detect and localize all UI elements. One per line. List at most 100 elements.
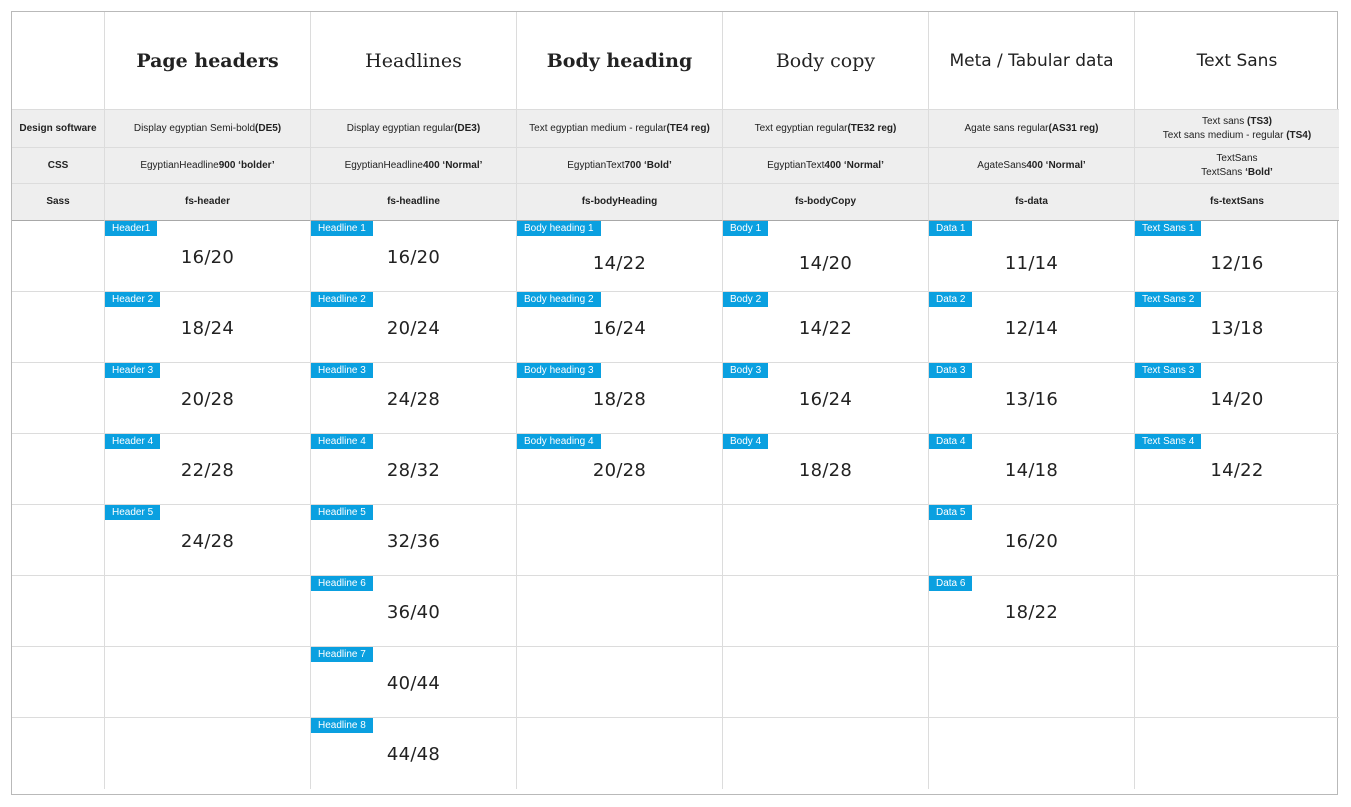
row-label-css: CSS	[12, 148, 105, 184]
size-value: 18/28	[592, 389, 647, 410]
size-cell-headline: Headline 6 36/40	[311, 576, 517, 647]
column-title-headlines: Headlines	[311, 12, 517, 110]
css-cell: EgyptianHeadline 400 ‘Normal’	[311, 148, 517, 184]
design-software-cell: Display egyptian Semi-bold (DE5)	[105, 110, 311, 148]
size-badge: Headline 5	[311, 505, 373, 520]
css-cell: EgyptianHeadline 900 ‘bolder’	[105, 148, 311, 184]
size-badge: Body 2	[723, 292, 769, 307]
size-value: 40/44	[386, 673, 441, 694]
size-cell-bodyCopy	[723, 647, 929, 718]
size-cell-headline: Headline 8 44/48	[311, 718, 517, 789]
size-cell-bodyHeading: Body heading 4 20/28	[517, 434, 723, 505]
size-cell-bodyCopy: Body 1 14/20	[723, 221, 929, 292]
size-cell-bodyCopy	[723, 718, 929, 789]
size-badge: Body 3	[723, 363, 769, 378]
size-value: 20/28	[592, 460, 647, 481]
sass-cell: fs-textSans	[1135, 184, 1339, 221]
size-badge: Headline 3	[311, 363, 373, 378]
size-badge: Header1	[105, 221, 158, 236]
size-cell-data: Data 5 16/20	[929, 505, 1135, 576]
css-cell: EgyptianText 400 ‘Normal’	[723, 148, 929, 184]
size-cell-bodyCopy: Body 4 18/28	[723, 434, 929, 505]
size-badge: Headline 7	[311, 647, 373, 662]
design-software-cell: Text egyptian medium - regular (TE4 reg)	[517, 110, 723, 148]
size-cell-textSans	[1135, 505, 1339, 576]
size-cell-textSans	[1135, 718, 1339, 789]
design-software-cell: Text sans (TS3) Text sans medium - regula…	[1135, 110, 1339, 148]
row-empty-label	[12, 363, 105, 434]
size-badge: Data 2	[929, 292, 973, 307]
size-cell-data: Data 1 11/14	[929, 221, 1135, 292]
size-cell-textSans: Text Sans 2 13/18	[1135, 292, 1339, 363]
size-cell-data: Data 4 14/18	[929, 434, 1135, 505]
row-label-design-software: Design software	[12, 110, 105, 148]
size-value: 13/18	[1210, 318, 1264, 339]
size-badge: Header 3	[105, 363, 161, 378]
size-value: 14/18	[1004, 460, 1059, 481]
size-badge: Body heading 2	[517, 292, 601, 307]
size-cell-header: Header1 16/20	[105, 221, 311, 292]
size-value: 16/20	[386, 247, 441, 268]
size-badge: Header 2	[105, 292, 161, 307]
size-cell-bodyHeading	[517, 576, 723, 647]
row-empty-label	[12, 292, 105, 363]
size-badge: Text Sans 3	[1135, 363, 1202, 378]
size-badge: Body 1	[723, 221, 769, 236]
size-value: 18/24	[180, 318, 235, 339]
row-empty-label	[12, 505, 105, 576]
size-cell-bodyHeading	[517, 647, 723, 718]
css-cell: AgateSans 400 ‘Normal’	[929, 148, 1135, 184]
size-cell-bodyHeading	[517, 718, 723, 789]
row-empty-label	[12, 576, 105, 647]
size-badge: Headline 1	[311, 221, 373, 236]
size-cell-bodyHeading: Body heading 3 18/28	[517, 363, 723, 434]
size-cell-bodyCopy: Body 2 14/22	[723, 292, 929, 363]
typography-grid: Page headers Headlines Body heading Body…	[12, 12, 1339, 794]
size-badge: Text Sans 1	[1135, 221, 1202, 236]
size-value: 44/48	[386, 744, 441, 765]
css-cell: EgyptianText 700 ‘Bold’	[517, 148, 723, 184]
sass-cell: fs-headline	[311, 184, 517, 221]
size-cell-bodyHeading: Body heading 2 16/24	[517, 292, 723, 363]
row-empty-label	[12, 221, 105, 292]
size-cell-data: Data 3 13/16	[929, 363, 1135, 434]
size-value: 14/22	[798, 318, 853, 339]
size-cell-header: Header 5 24/28	[105, 505, 311, 576]
size-badge: Body heading 3	[517, 363, 601, 378]
design-software-cell: Display egyptian regular (DE3)	[311, 110, 517, 148]
size-value: 14/22	[1210, 460, 1264, 481]
size-badge: Header 5	[105, 505, 161, 520]
size-cell-textSans: Text Sans 4 14/22	[1135, 434, 1339, 505]
size-cell-headline: Headline 5 32/36	[311, 505, 517, 576]
size-cell-headline: Headline 3 24/28	[311, 363, 517, 434]
size-value: 14/22	[592, 253, 647, 274]
size-value: 14/20	[1210, 389, 1264, 410]
column-title-body-heading: Body heading	[517, 12, 723, 110]
size-badge: Headline 4	[311, 434, 373, 449]
size-value: 24/28	[386, 389, 441, 410]
size-cell-bodyCopy	[723, 505, 929, 576]
size-value: 24/28	[180, 531, 235, 552]
size-value: 32/36	[386, 531, 441, 552]
row-empty-label	[12, 434, 105, 505]
row-empty-label	[12, 647, 105, 718]
size-cell-textSans	[1135, 647, 1339, 718]
size-value: 11/14	[1004, 253, 1059, 274]
size-value: 36/40	[386, 602, 441, 623]
sass-cell: fs-bodyHeading	[517, 184, 723, 221]
size-badge: Body 4	[723, 434, 769, 449]
sass-cell: fs-data	[929, 184, 1135, 221]
size-value: 22/28	[180, 460, 235, 481]
size-cell-header	[105, 718, 311, 789]
column-title-page-headers: Page headers	[105, 12, 311, 110]
size-value: 20/28	[180, 389, 235, 410]
size-cell-bodyHeading	[517, 505, 723, 576]
size-cell-header: Header 4 22/28	[105, 434, 311, 505]
size-value: 16/24	[592, 318, 647, 339]
size-cell-bodyCopy: Body 3 16/24	[723, 363, 929, 434]
size-cell-headline: Headline 7 40/44	[311, 647, 517, 718]
size-badge: Text Sans 2	[1135, 292, 1202, 307]
size-cell-data: Data 6 18/22	[929, 576, 1135, 647]
size-value: 20/24	[386, 318, 441, 339]
column-title-meta-tabular-data: Meta / Tabular data	[929, 12, 1135, 110]
